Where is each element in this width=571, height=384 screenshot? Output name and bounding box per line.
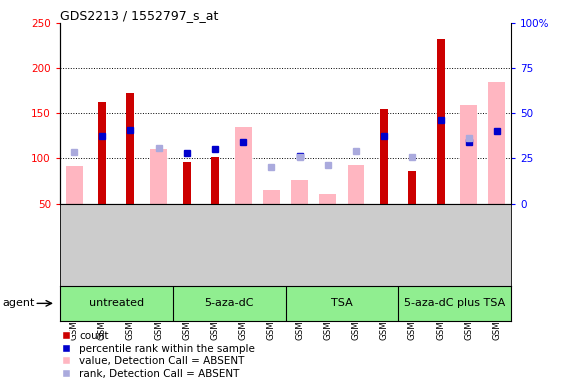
Bar: [211, 157, 219, 204]
Text: TSA: TSA: [331, 298, 353, 308]
Bar: [235, 127, 252, 204]
Bar: [98, 101, 106, 204]
Legend: count, percentile rank within the sample, value, Detection Call = ABSENT, rank, : count, percentile rank within the sample…: [62, 331, 255, 379]
Text: 5-aza-dC plus TSA: 5-aza-dC plus TSA: [404, 298, 505, 308]
Bar: [489, 82, 505, 204]
Bar: [263, 190, 280, 204]
Text: GDS2213 / 1552797_s_at: GDS2213 / 1552797_s_at: [60, 9, 218, 22]
Bar: [66, 166, 83, 204]
Bar: [460, 105, 477, 204]
Bar: [408, 171, 416, 204]
Bar: [380, 109, 388, 204]
Bar: [291, 180, 308, 204]
Bar: [127, 93, 134, 204]
Bar: [150, 149, 167, 204]
Text: 5-aza-dC: 5-aza-dC: [204, 298, 254, 308]
Text: untreated: untreated: [89, 298, 144, 308]
Bar: [348, 165, 364, 204]
Text: agent: agent: [3, 298, 35, 308]
Bar: [437, 39, 444, 204]
Bar: [183, 162, 191, 204]
Bar: [319, 195, 336, 204]
